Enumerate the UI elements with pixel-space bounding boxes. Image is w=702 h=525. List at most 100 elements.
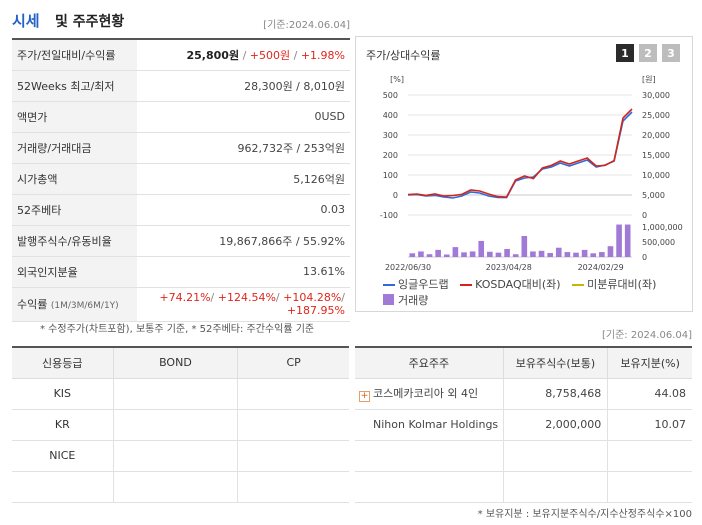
row-label: 주가/전일대비/수익률 (12, 39, 137, 71)
table-row: 액면가 0USD (12, 101, 350, 133)
legend-item-kosdaq[interactable]: KOSDAQ대비(좌) (460, 277, 561, 293)
table-row: 52Weeks 최고/최저 28,300원 / 8,010원 (12, 70, 350, 102)
table-row (355, 440, 692, 472)
chart-tabs: 1 2 3 (616, 44, 680, 62)
row-value: 19,867,866주 / 55.92% (137, 225, 350, 257)
legend-line-icon (383, 284, 395, 286)
row-label: 액면가 (12, 101, 137, 133)
volume-bar (590, 253, 597, 257)
row-label: 시가총액 (12, 163, 137, 195)
volume-bar (469, 251, 476, 257)
return-3m: +124.54% (217, 291, 276, 304)
table-row: 외국인지분율 13.61% (12, 256, 350, 288)
quote-footnote: * 수정주가(차트포함), 보통주 기준, * 52주베타: 주간수익률 기준 (40, 324, 315, 335)
returns-label-sub: (1M/3M/6M/1Y) (50, 301, 119, 311)
left-axis-unit: [%] (390, 75, 404, 84)
right-tick-label: 5,000 (642, 191, 665, 200)
volume-bar (607, 246, 614, 257)
chart-tab-2[interactable]: 2 (639, 44, 657, 62)
table-row: 발행주식수/유동비율 19,867,866주 / 55.92% (12, 225, 350, 257)
shares-cell: 2,000,000 (502, 409, 608, 441)
holders-footnote: * 보유지분 : 보유지분주식수/지수산정주식수×100 (477, 509, 692, 520)
volume-bar (564, 252, 571, 257)
right-tick-label: 0 (642, 211, 647, 220)
row-value: 0.03 (137, 194, 350, 226)
volume-bar (452, 247, 459, 257)
volume-bar (478, 240, 485, 257)
holder-name (355, 471, 504, 503)
bond-cell (112, 440, 238, 472)
volume-bar (443, 254, 450, 257)
legend-square-icon (383, 294, 394, 305)
volume-bar (616, 224, 622, 257)
quote-table: 주가/전일대비/수익률 25,800원 / +500원 / +1.98% 52W… (12, 38, 350, 322)
expand-icon[interactable]: + (359, 391, 370, 402)
pct-cell: 10.07 (607, 409, 692, 441)
legend-item-unclassified[interactable]: 미분류대비(좌) (572, 277, 656, 293)
chart-legend: 잉글우드랩 KOSDAQ대비(좌) 미분류대비(좌) 거래량 (383, 277, 683, 309)
holder-name (355, 440, 504, 472)
legend-line-icon (572, 284, 585, 286)
section-header: 시세 및 주주현황 [기준:2024.06.04] (12, 10, 350, 34)
holder-name: 코스메카코리아 외 4인 (373, 387, 479, 400)
row-value: 28,300원 / 8,010원 (137, 70, 350, 102)
series-line-kosdaq (407, 108, 633, 198)
chart-tab-3[interactable]: 3 (662, 44, 680, 62)
row-value: 5,126억원 (137, 163, 350, 195)
bond-cell (112, 471, 238, 503)
left-tick-label: 0 (393, 191, 398, 200)
volume-bar (530, 251, 536, 257)
x-tick-label: 2023/04/28 (486, 263, 532, 272)
price-chart: [%] [원] 500 400 300 200 100 0 -100 30,000 25,000 20… (380, 75, 683, 272)
table-row: 52주베타 0.03 (12, 194, 350, 226)
left-tick-label: 100 (383, 171, 398, 180)
base-date: [기준:2024.06.04] (263, 20, 350, 31)
shares-cell (502, 440, 608, 472)
row-label: 52주베타 (12, 194, 137, 226)
row-label: 52Weeks 최고/최저 (12, 70, 137, 102)
volume-bar (495, 252, 502, 257)
shares-cell (502, 471, 608, 503)
volume-bar (573, 252, 579, 257)
pct-cell: 44.08 (607, 378, 692, 410)
legend-line-icon (460, 284, 473, 286)
table-row: Nihon Kolmar Holdings 2,000,000 10.07 (355, 409, 692, 441)
pct-cell (607, 471, 692, 503)
column-header: BOND (112, 347, 238, 379)
row-value: 13.61% (137, 256, 350, 288)
volume-bar (426, 254, 433, 257)
legend-item-stock[interactable]: 잉글우드랩 (383, 277, 449, 293)
legend-item-volume[interactable]: 거래량 (383, 293, 428, 309)
price-value: 25,800원 / +500원 / +1.98% (137, 39, 350, 71)
chart-tab-1[interactable]: 1 (616, 44, 634, 62)
volume-tick-label: 500,000 (642, 238, 675, 247)
table-row: KIS (12, 378, 349, 410)
holder-name-cell: + 코스메카코리아 외 4인 (355, 378, 504, 410)
right-tick-label: 25,000 (642, 111, 670, 120)
shares-cell: 8,758,468 (502, 378, 608, 410)
agency-cell: KIS (12, 378, 114, 410)
row-value: 0USD (137, 101, 350, 133)
column-header: CP (237, 347, 349, 379)
bond-cell (112, 409, 238, 441)
left-tick-label: -100 (380, 211, 398, 220)
table-row: KR (12, 409, 349, 441)
return-1y: +187.95% (286, 304, 345, 317)
return-6m: +104.28% (283, 291, 342, 304)
series-line-stock (407, 111, 633, 199)
holders-base-date: [기준: 2024.06.04] (601, 330, 692, 341)
credit-rating-table: 신용등급 BOND CP KIS KR NICE (12, 346, 349, 503)
volume-tick-label: 1,000,000 (642, 223, 683, 232)
returns-label: 수익률 (17, 298, 48, 311)
holder-name: Nihon Kolmar Holdings (355, 409, 504, 441)
table-row: 수익률 (1M/3M/6M/1Y) +74.21%/ +124.54%/ +10… (12, 287, 350, 322)
right-tick-label: 10,000 (642, 171, 670, 180)
column-header: 보유주식수(보통) (502, 347, 608, 379)
left-tick-label: 500 (383, 91, 398, 100)
x-tick-label: 2024/02/29 (578, 263, 624, 272)
row-value: 962,732주 / 253억원 (137, 132, 350, 164)
left-tick-label: 200 (383, 151, 398, 160)
volume-bar (461, 252, 467, 257)
volume-bar (512, 254, 519, 257)
right-tick-label: 20,000 (642, 131, 670, 140)
